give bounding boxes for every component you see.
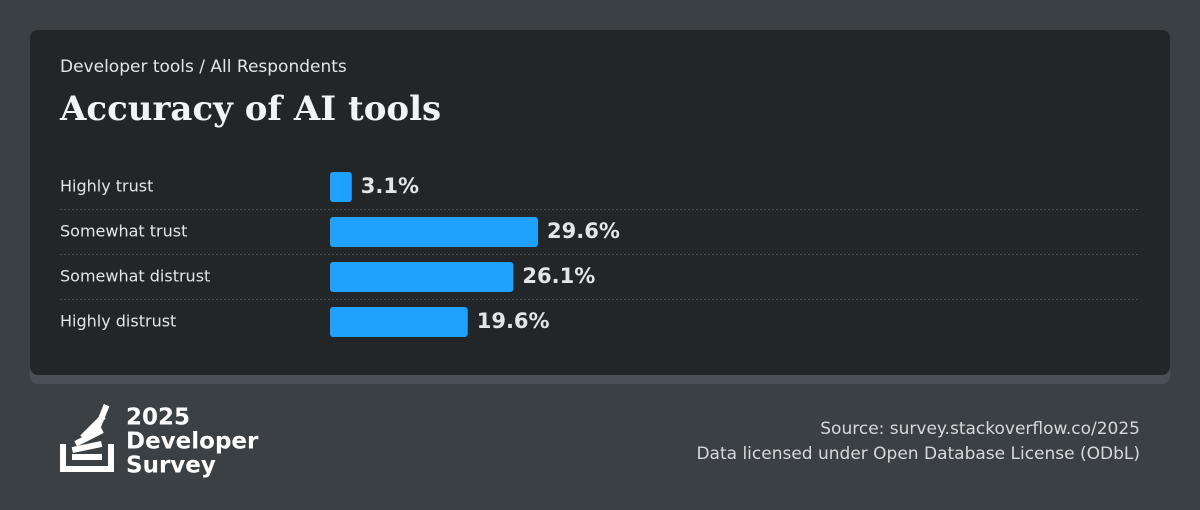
category-label: Somewhat trust — [60, 222, 187, 241]
bar — [330, 307, 468, 337]
bar — [330, 217, 538, 247]
category-label: Highly trust — [60, 177, 153, 196]
subtitle: Developer tools / All Respondents — [60, 57, 347, 77]
logo-text: Survey — [126, 453, 216, 479]
category-label: Highly distrust — [60, 312, 176, 331]
logo-bar — [71, 440, 103, 454]
logo-icon — [60, 403, 114, 472]
logo-bar — [92, 403, 110, 435]
chart-title: Accuracy of AI tools — [59, 89, 441, 129]
logo-tray — [60, 444, 114, 472]
value-label: 29.6% — [547, 219, 620, 243]
bar — [330, 172, 352, 202]
logo-bar — [72, 454, 102, 460]
license: Data licensed under Open Database Licens… — [696, 444, 1140, 464]
value-label: 19.6% — [477, 309, 550, 333]
logo-text: Developer — [126, 429, 259, 455]
bar — [330, 262, 514, 292]
source: Source: survey.stackoverflow.co/2025 — [820, 419, 1140, 439]
card — [30, 30, 1170, 375]
category-label: Somewhat distrust — [60, 267, 210, 286]
logo-text: 2025 — [126, 405, 190, 431]
value-label: 26.1% — [522, 264, 595, 288]
value-label: 3.1% — [361, 174, 419, 198]
